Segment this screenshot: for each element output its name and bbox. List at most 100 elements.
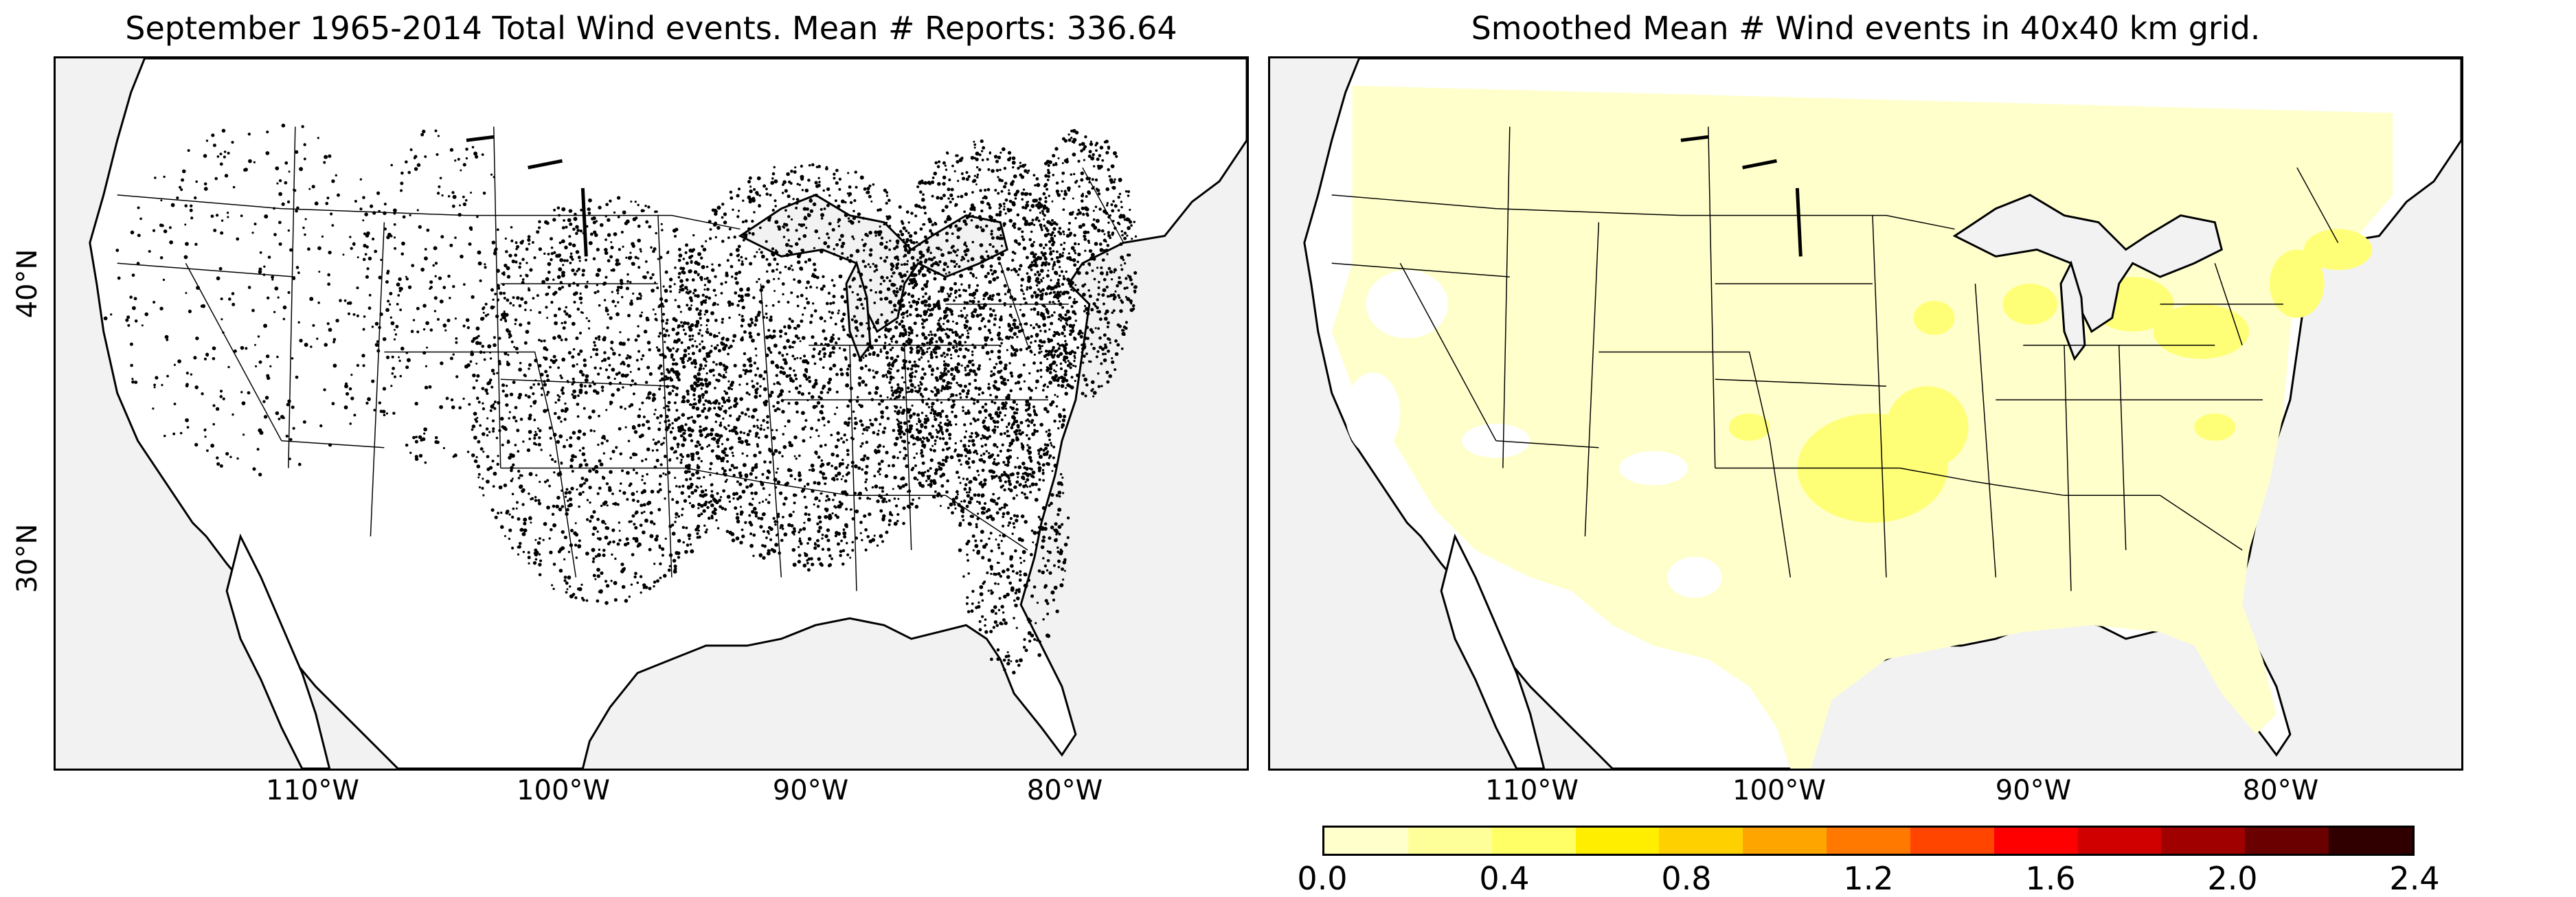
wind-report-point: [880, 410, 884, 415]
wind-report-point: [619, 405, 623, 409]
wind-report-point: [586, 280, 589, 283]
wind-report-point: [940, 495, 943, 498]
wind-report-point: [956, 362, 960, 366]
wind-report-point: [967, 332, 970, 334]
wind-report-point: [499, 291, 503, 295]
wind-report-point: [594, 464, 598, 469]
wind-report-point: [810, 395, 815, 399]
wind-report-point: [1026, 288, 1028, 291]
wind-report-point: [789, 379, 792, 383]
wind-reports-scatter-map: [54, 56, 1249, 771]
wind-report-point: [595, 352, 599, 356]
wind-report-point: [186, 426, 190, 429]
wind-report-point: [644, 204, 647, 207]
wind-report-point: [831, 227, 835, 232]
wind-report-point: [940, 249, 942, 251]
wind-report-point: [681, 513, 683, 516]
wind-report-point: [373, 409, 376, 412]
wind-report-point: [141, 324, 144, 327]
wind-report-point: [840, 199, 845, 204]
wind-report-point: [132, 306, 136, 310]
wind-report-point: [624, 407, 626, 410]
wind-report-point: [527, 321, 531, 325]
wind-report-point: [729, 446, 733, 451]
wind-report-point: [912, 286, 916, 290]
wind-report-point: [674, 299, 677, 302]
wind-report-point: [919, 227, 923, 231]
wind-report-point: [190, 373, 193, 376]
wind-report-point: [753, 255, 756, 258]
wind-report-point: [893, 292, 896, 295]
wind-report-point: [888, 371, 892, 375]
wind-report-point: [872, 326, 876, 329]
wind-report-point: [902, 342, 907, 347]
wind-report-point: [532, 560, 537, 565]
wind-report-point: [299, 339, 303, 343]
wind-report-point: [949, 225, 952, 229]
wind-report-point: [554, 359, 558, 362]
wind-report-point: [812, 262, 816, 266]
wind-report-point: [700, 512, 703, 516]
baja-peninsula: [225, 533, 331, 769]
wind-report-point: [978, 410, 982, 414]
wind-report-point: [804, 359, 809, 364]
wind-report-point: [222, 397, 225, 400]
wind-report-point: [429, 280, 433, 284]
wind-report-point: [927, 360, 930, 363]
wind-report-point: [727, 396, 730, 399]
wind-report-point: [1030, 334, 1033, 339]
wind-report-point: [753, 361, 757, 365]
wind-report-point: [251, 231, 254, 234]
wind-report-point: [794, 494, 798, 497]
wind-report-point: [655, 449, 659, 452]
wind-report-point: [685, 243, 689, 247]
wind-report-point: [696, 526, 700, 530]
wind-report-point: [153, 383, 156, 387]
wind-report-point: [439, 177, 442, 180]
wind-report-point: [716, 413, 720, 418]
wind-report-point: [560, 420, 563, 423]
wind-report-point: [1073, 354, 1076, 358]
wind-report-point: [845, 466, 849, 469]
wind-report-point: [654, 409, 657, 411]
wind-report-point: [1003, 205, 1006, 208]
wind-report-point: [781, 409, 785, 414]
wind-report-point: [450, 398, 454, 402]
wind-report-point: [814, 193, 818, 197]
wind-report-point: [652, 438, 655, 441]
wind-report-point: [681, 443, 686, 448]
wind-report-point: [508, 528, 512, 532]
wind-report-point: [643, 510, 646, 513]
wind-report-point: [842, 440, 846, 444]
wind-report-point: [356, 314, 359, 317]
wind-report-point: [537, 383, 541, 386]
wind-report-point: [730, 302, 734, 306]
wind-report-point: [748, 521, 752, 525]
wind-report-point: [195, 336, 199, 341]
wind-report-point: [159, 306, 163, 310]
wind-report-point: [771, 247, 775, 251]
wind-report-point: [532, 442, 536, 446]
wind-report-point: [708, 444, 711, 447]
wind-report-point: [784, 425, 787, 427]
wind-report-point: [940, 484, 945, 488]
wind-report-point: [927, 297, 931, 301]
wind-report-point: [462, 324, 466, 328]
wind-report-point: [382, 409, 386, 413]
wind-report-point: [806, 301, 811, 305]
wind-report-point: [1055, 364, 1058, 367]
wind-report-point: [721, 449, 725, 454]
wind-report-point: [564, 491, 568, 495]
wind-report-point: [490, 508, 495, 512]
wind-report-point: [881, 499, 885, 503]
wind-report-point: [767, 549, 771, 553]
wind-report-point: [703, 313, 706, 316]
wind-report-point: [849, 201, 853, 205]
wind-report-point: [528, 367, 530, 370]
wind-report-point: [510, 468, 513, 473]
wind-report-point: [798, 539, 802, 543]
wind-report-point: [677, 556, 681, 559]
wind-report-point: [873, 302, 877, 304]
wind-report-point: [481, 153, 484, 156]
wind-report-point: [834, 466, 838, 470]
